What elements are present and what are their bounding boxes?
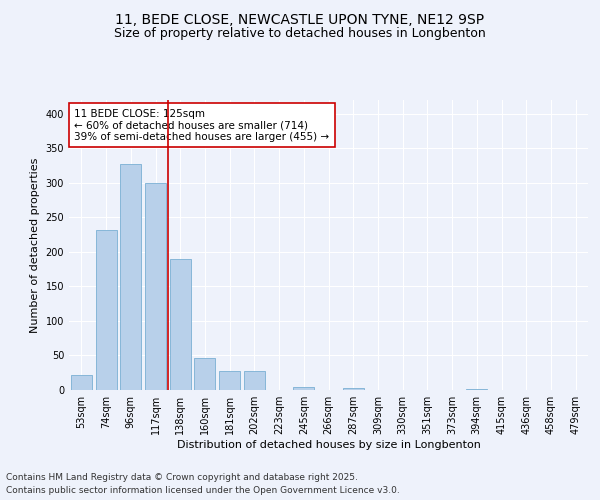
Text: 11, BEDE CLOSE, NEWCASTLE UPON TYNE, NE12 9SP: 11, BEDE CLOSE, NEWCASTLE UPON TYNE, NE1… [115, 12, 485, 26]
Bar [219, 370, 240, 390]
Bar [170, 259, 191, 390]
Bar [145, 183, 166, 390]
Bar [293, 386, 314, 390]
Bar [244, 370, 265, 390]
Bar [95, 230, 116, 390]
Text: Size of property relative to detached houses in Longbenton: Size of property relative to detached ho… [114, 28, 486, 40]
Bar [343, 388, 364, 390]
Bar [194, 358, 215, 390]
Text: Contains public sector information licensed under the Open Government Licence v3: Contains public sector information licen… [6, 486, 400, 495]
Text: Contains HM Land Registry data © Crown copyright and database right 2025.: Contains HM Land Registry data © Crown c… [6, 474, 358, 482]
Bar [71, 375, 92, 390]
Bar [120, 164, 141, 390]
Text: 11 BEDE CLOSE: 125sqm
← 60% of detached houses are smaller (714)
39% of semi-det: 11 BEDE CLOSE: 125sqm ← 60% of detached … [74, 108, 329, 142]
X-axis label: Distribution of detached houses by size in Longbenton: Distribution of detached houses by size … [176, 440, 481, 450]
Y-axis label: Number of detached properties: Number of detached properties [30, 158, 40, 332]
Bar [466, 388, 487, 390]
